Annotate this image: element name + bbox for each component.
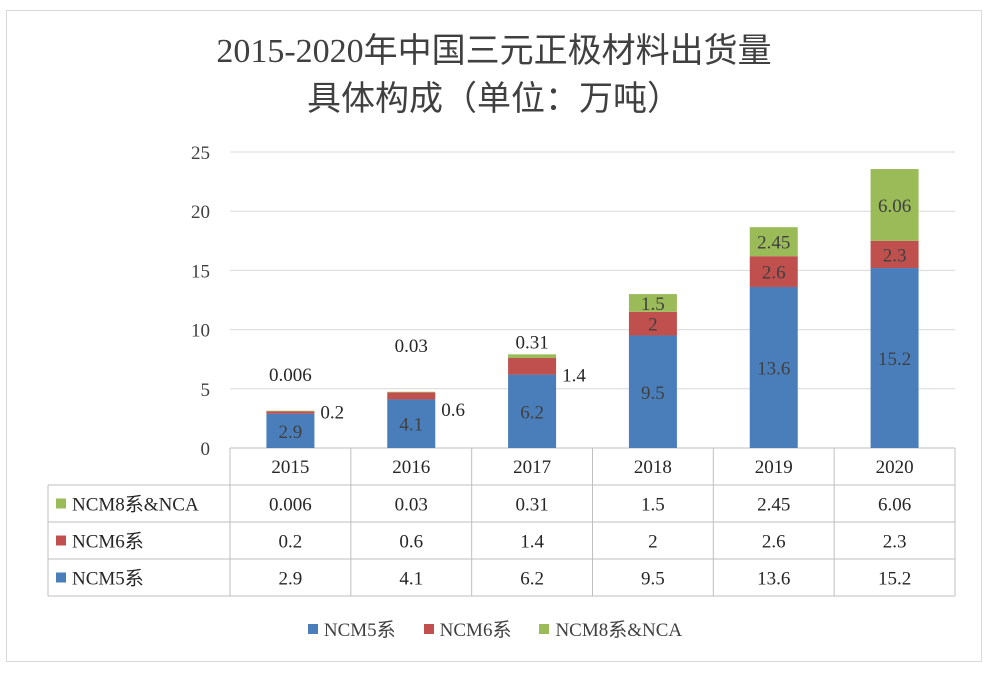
y-tick-label: 15 — [191, 261, 210, 282]
legend-item-ncm8: NCM8系&NCA — [539, 615, 682, 642]
legend-item-ncm5: NCM5系 — [307, 615, 396, 642]
table-cell: 2 — [648, 532, 658, 553]
y-tick-label: 25 — [191, 143, 210, 164]
data-label-ncm6: 0.6 — [441, 400, 465, 421]
data-label-ncm8: 1.5 — [641, 294, 665, 315]
data-label-ncm5: 2.9 — [279, 422, 303, 443]
data-label-ncm8: 6.06 — [878, 196, 911, 217]
bar-ncm6 — [628, 311, 677, 336]
data-label-ncm8: 0.03 — [395, 336, 428, 357]
y-tick-label: 5 — [201, 380, 211, 401]
data-label-ncm6: 1.4 — [562, 365, 586, 386]
chart-title-line1: 2015-2020年中国三元正极材料出货量 — [216, 33, 772, 70]
table-swatch-ncm6 — [56, 535, 66, 546]
table-series-name-ncm5: NCM5系 — [72, 568, 144, 590]
bar-ncm8 — [266, 410, 315, 412]
x-category-label: 2017 — [513, 457, 551, 478]
table-cell: 2.6 — [762, 532, 786, 553]
bar-ncm5 — [508, 374, 557, 448]
data-label-ncm8: 0.31 — [515, 332, 548, 353]
bar-ncm8 — [387, 391, 436, 393]
x-category-label: 2020 — [876, 457, 914, 478]
x-category-label: 2019 — [755, 457, 793, 478]
table-cell: 0.03 — [395, 495, 428, 516]
table-cell: 1.4 — [520, 532, 544, 553]
table-cell: 6.2 — [520, 569, 544, 590]
table-cell: 0.6 — [399, 532, 423, 553]
data-label-ncm6: 2.6 — [762, 263, 786, 284]
table-swatch-ncm8 — [56, 498, 66, 509]
legend-swatch-ncm5 — [307, 623, 318, 634]
table-cell: 9.5 — [641, 569, 665, 590]
bar-ncm8 — [870, 169, 919, 241]
bar-ncm6 — [387, 392, 436, 400]
data-label-ncm5: 9.5 — [641, 383, 665, 404]
data-label-ncm6: 0.2 — [320, 402, 344, 423]
table-cell: 1.5 — [641, 495, 665, 516]
data-label-ncm5: 13.6 — [757, 358, 790, 379]
table-cell: 2.9 — [279, 569, 303, 590]
legend-swatch-ncm8 — [539, 623, 550, 634]
chart-frame — [6, 10, 982, 662]
bar-ncm6 — [870, 240, 919, 269]
y-tick-label: 0 — [201, 439, 211, 460]
bar-ncm8 — [749, 227, 798, 257]
data-label-ncm5: 15.2 — [878, 349, 911, 370]
data-label-ncm8: 0.006 — [269, 365, 312, 386]
chart-title-line2: 具体构成（单位：万吨） — [307, 81, 681, 118]
bar-ncm5 — [749, 286, 798, 448]
table-cell: 0.006 — [269, 495, 312, 516]
bar-ncm5 — [387, 399, 436, 448]
table-cell: 13.6 — [757, 569, 790, 590]
bar-ncm6 — [266, 411, 315, 414]
bar-ncm8 — [628, 294, 677, 312]
bar-ncm6 — [749, 256, 798, 287]
y-tick-label: 20 — [191, 202, 210, 223]
table-series-name-ncm6: NCM6系 — [72, 531, 144, 553]
table-cell: 6.06 — [878, 495, 911, 516]
bar-ncm5 — [266, 413, 315, 448]
data-label-ncm6: 2.3 — [883, 245, 907, 266]
table-series-name-ncm8: NCM8系&NCA — [72, 494, 199, 516]
bar-ncm8 — [508, 354, 557, 359]
data-label-ncm6: 2 — [648, 315, 658, 336]
chart-legend: NCM5系 NCM6系 NCM8系&NCA — [0, 615, 990, 642]
legend-swatch-ncm6 — [423, 623, 434, 634]
data-label-ncm5: 6.2 — [520, 402, 544, 423]
legend-item-ncm6: NCM6系 — [423, 615, 512, 642]
data-label-ncm8: 2.45 — [757, 233, 790, 254]
table-cell: 4.1 — [399, 569, 423, 590]
table-cell: 2.3 — [883, 532, 907, 553]
data-label-ncm5: 4.1 — [399, 415, 423, 436]
y-tick-label: 10 — [191, 321, 210, 342]
x-category-label: 2015 — [271, 457, 309, 478]
x-category-label: 2018 — [634, 457, 672, 478]
bar-ncm5 — [628, 335, 677, 448]
bar-ncm6 — [508, 358, 557, 375]
legend-label-ncm8: NCM8系&NCA — [555, 620, 683, 641]
table-cell: 0.31 — [515, 495, 548, 516]
table-cell: 0.2 — [279, 532, 303, 553]
bar-ncm5 — [870, 268, 919, 448]
table-cell: 2.45 — [757, 495, 790, 516]
legend-label-ncm5: NCM5系 — [323, 620, 396, 641]
table-cell: 15.2 — [878, 569, 911, 590]
legend-label-ncm6: NCM6系 — [439, 620, 512, 641]
x-category-label: 2016 — [392, 457, 430, 478]
table-swatch-ncm5 — [56, 572, 66, 583]
